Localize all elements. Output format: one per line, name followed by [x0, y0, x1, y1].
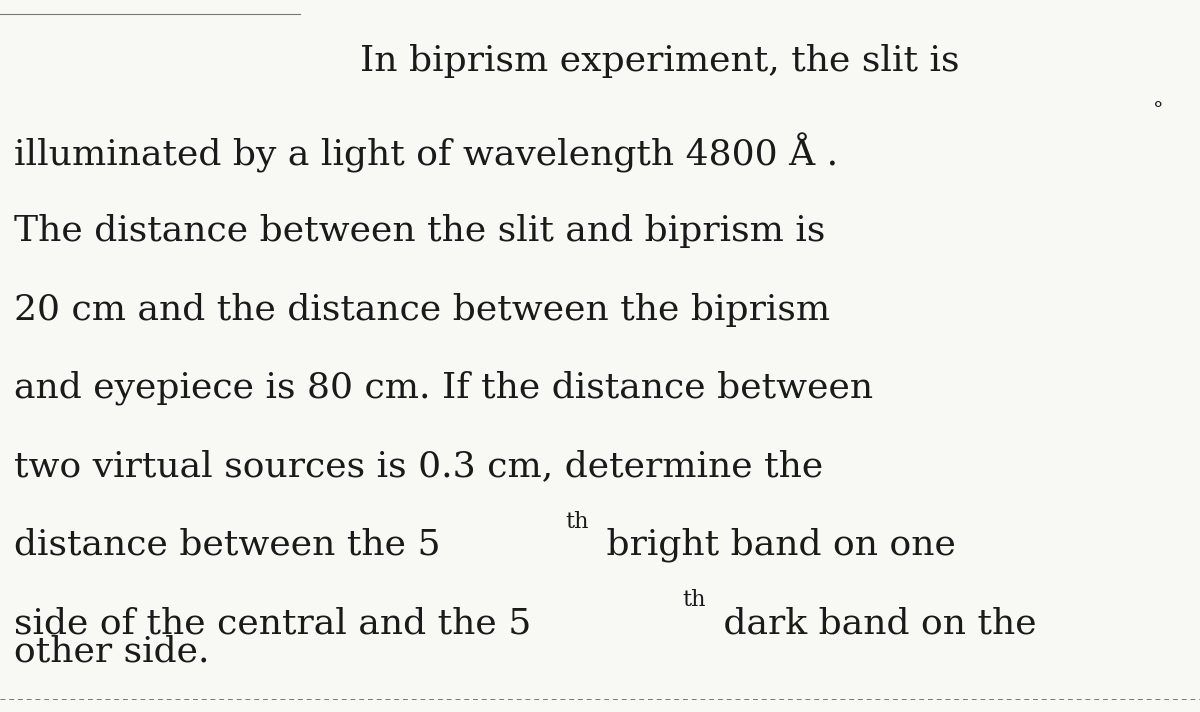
Text: two virtual sources is 0.3 cm, determine the: two virtual sources is 0.3 cm, determine…	[14, 449, 823, 483]
Text: °: °	[1153, 101, 1163, 120]
Text: distance between the 5: distance between the 5	[14, 528, 442, 562]
Text: In biprism experiment, the slit is: In biprism experiment, the slit is	[360, 43, 960, 78]
Text: other side.: other side.	[14, 634, 210, 669]
Text: side of the central and the 5: side of the central and the 5	[14, 606, 532, 640]
Text: 20 cm and the distance between the biprism: 20 cm and the distance between the bipri…	[14, 293, 830, 327]
Text: dark band on the: dark band on the	[713, 606, 1037, 640]
Text: bright band on one: bright band on one	[595, 528, 956, 562]
Text: and eyepiece is 80 cm. If the distance between: and eyepiece is 80 cm. If the distance b…	[14, 371, 874, 405]
Text: The distance between the slit and biprism is: The distance between the slit and bipris…	[14, 214, 826, 248]
Text: illuminated by a light of wavelength 4800 Å .: illuminated by a light of wavelength 480…	[14, 133, 839, 173]
Text: th: th	[682, 590, 706, 611]
Text: th: th	[565, 511, 588, 533]
